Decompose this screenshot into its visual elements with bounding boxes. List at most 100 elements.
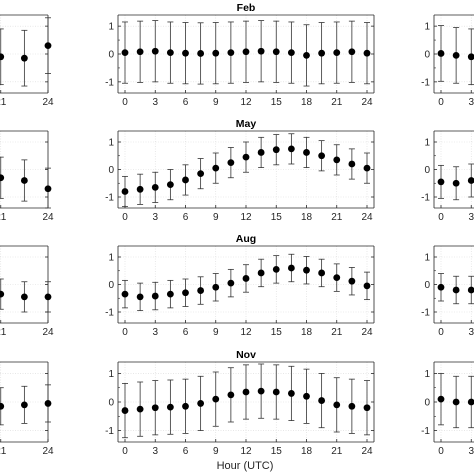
x-tick-label: 21 xyxy=(0,327,7,338)
x-tick-label: 3 xyxy=(468,446,474,457)
x-tick-label: 9 xyxy=(213,97,219,108)
data-point xyxy=(166,403,174,411)
data-point xyxy=(212,49,220,57)
data-point xyxy=(363,49,371,57)
x-tick-label: 0 xyxy=(122,446,128,457)
y-tick-label: -1 xyxy=(105,426,114,437)
panel-center-row1: 1 0 -1 0 3 6 9 12 15 18 21 24 Feb xyxy=(105,2,375,108)
data-point xyxy=(121,49,129,57)
x-tick-label: 15 xyxy=(271,327,283,338)
y-tick-label: -1 xyxy=(421,77,430,88)
panel-center-row4: 1 0 -1 0 3 6 9 12 15 18 21 24 Nov xyxy=(105,349,375,457)
data-point xyxy=(437,283,445,291)
data-point xyxy=(0,402,5,410)
data-point xyxy=(151,404,159,412)
data-point xyxy=(437,395,445,403)
x-tick-label: 3 xyxy=(468,212,474,223)
x-tick-label: 6 xyxy=(183,327,189,338)
x-tick-label: 21 xyxy=(0,446,7,457)
data-point xyxy=(20,54,28,62)
x-axis-label: Hour (UTC) xyxy=(217,460,274,472)
data-point xyxy=(44,400,52,407)
data-point xyxy=(257,387,265,395)
x-tick-label: 21 xyxy=(331,327,343,338)
panel-left-row3: 21 24 xyxy=(0,245,54,338)
x-tick-label: 18 xyxy=(301,212,313,223)
x-tick-label: 0 xyxy=(438,327,444,338)
data-point xyxy=(44,42,52,50)
data-point xyxy=(227,159,235,167)
data-point xyxy=(318,269,326,277)
x-tick-label: 3 xyxy=(468,97,474,108)
x-tick-label: 21 xyxy=(0,97,7,108)
panel-title: Aug xyxy=(236,233,256,245)
panel-right-row3: 1 0 -1 0 3 xyxy=(421,245,474,338)
x-tick-label: 0 xyxy=(122,212,128,223)
data-point xyxy=(44,293,52,301)
y-tick-label: 1 xyxy=(424,369,430,380)
x-tick-label: 6 xyxy=(183,212,189,223)
y-tick-label: 1 xyxy=(108,22,114,33)
x-tick-label: 6 xyxy=(183,446,189,457)
x-tick-label: 3 xyxy=(152,212,158,223)
data-point xyxy=(212,164,220,172)
data-point xyxy=(333,156,341,164)
data-point xyxy=(227,49,235,57)
data-point xyxy=(242,153,250,161)
data-point xyxy=(272,388,280,396)
data-point xyxy=(136,185,144,193)
data-point xyxy=(20,293,28,301)
data-point xyxy=(242,275,250,282)
x-tick-label: 24 xyxy=(42,97,54,108)
data-point xyxy=(151,47,159,55)
data-point xyxy=(467,53,474,61)
y-tick-label: -1 xyxy=(421,193,430,204)
x-tick-label: 12 xyxy=(240,327,252,338)
x-tick-label: 24 xyxy=(361,212,373,223)
x-tick-label: 18 xyxy=(301,446,313,457)
y-tick-label: -1 xyxy=(421,426,430,437)
data-point xyxy=(182,289,189,297)
x-tick-label: 21 xyxy=(331,446,343,457)
y-tick-label: 0 xyxy=(424,165,430,176)
y-tick-label: 0 xyxy=(108,165,114,176)
data-point xyxy=(242,48,250,56)
data-point xyxy=(287,264,295,272)
x-tick-label: 3 xyxy=(152,327,158,338)
data-point xyxy=(348,48,356,56)
data-point xyxy=(257,269,265,277)
x-tick-label: 21 xyxy=(331,212,343,223)
panel-right-row2: 1 0 -1 0 3 xyxy=(421,130,474,223)
x-tick-label: 6 xyxy=(183,97,189,108)
data-point xyxy=(348,402,356,410)
x-tick-label: 15 xyxy=(271,212,283,223)
panel-right-row1: 1 0 -1 0 3 xyxy=(421,14,474,108)
panel-title: Feb xyxy=(237,2,256,14)
data-point xyxy=(20,401,28,409)
data-point xyxy=(287,390,295,397)
x-tick-label: 3 xyxy=(468,327,474,338)
data-point xyxy=(166,49,174,57)
y-tick-label: -1 xyxy=(105,308,114,319)
y-tick-label: 0 xyxy=(108,280,114,291)
data-point xyxy=(136,405,144,413)
data-point xyxy=(437,178,445,186)
x-tick-label: 9 xyxy=(213,446,219,457)
data-point xyxy=(318,49,326,57)
x-tick-label: 12 xyxy=(240,97,252,108)
y-tick-label: 0 xyxy=(424,398,430,409)
data-point xyxy=(136,48,144,56)
data-point xyxy=(121,290,129,298)
data-point xyxy=(363,282,371,290)
x-tick-label: 3 xyxy=(152,97,158,108)
data-point xyxy=(467,286,474,294)
x-tick-label: 18 xyxy=(301,327,313,338)
data-point xyxy=(212,395,220,403)
x-tick-label: 21 xyxy=(331,97,343,108)
data-point xyxy=(151,292,159,300)
data-point xyxy=(318,152,326,160)
x-tick-label: 0 xyxy=(122,327,128,338)
data-point xyxy=(166,290,174,298)
y-tick-label: 1 xyxy=(424,22,430,33)
